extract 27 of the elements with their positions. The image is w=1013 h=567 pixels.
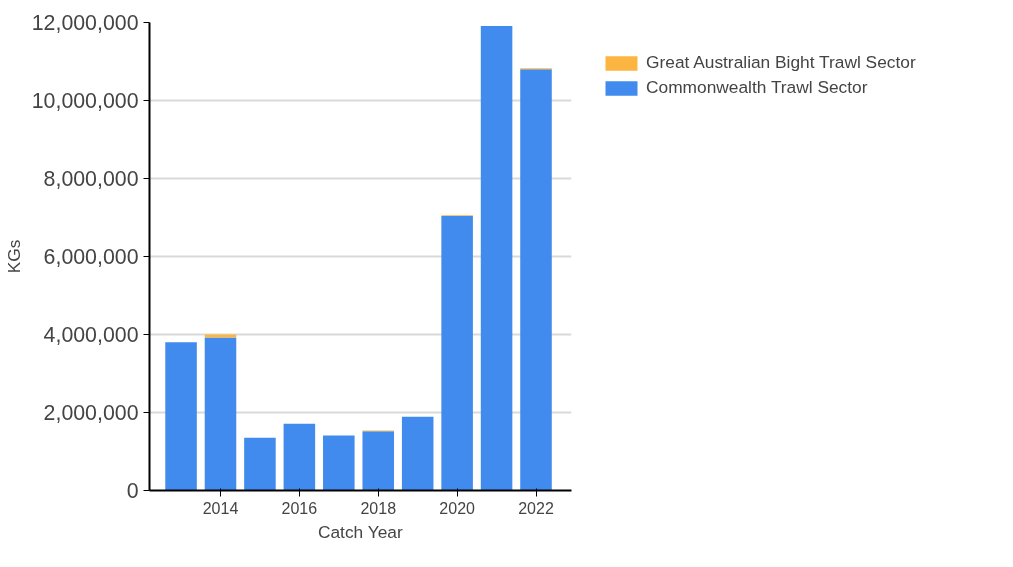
bar [401, 416, 434, 491]
x-axis-title: Catch Year [317, 521, 403, 542]
y-tick-label: 8,000,000 [43, 167, 139, 191]
legend-label: Commonwealth Trawl Sector [646, 77, 868, 98]
bar [441, 215, 473, 491]
x-tick-label: 2020 [439, 499, 476, 517]
bar [204, 334, 237, 338]
y-tick-label: 12,000,000 [31, 11, 139, 35]
bar [283, 423, 316, 491]
bar [480, 26, 513, 491]
bar [244, 437, 276, 491]
y-axis-title: KGs [3, 239, 24, 274]
x-tick-label: 2018 [360, 499, 397, 517]
x-tick-label: 2014 [202, 499, 239, 517]
bar [362, 431, 395, 491]
x-tick-label: 2022 [518, 499, 554, 517]
y-tick-label: 2,000,000 [43, 401, 139, 425]
bar [520, 69, 552, 491]
y-tick-label: 6,000,000 [43, 245, 139, 269]
bar [323, 435, 355, 491]
x-tick-label: 2016 [281, 499, 318, 517]
legend-label: Great Australian Bight Trawl Sector [646, 52, 916, 73]
y-tick-label: 4,000,000 [43, 323, 139, 347]
y-tick-label: 0 [126, 479, 139, 503]
y-tick-label: 10,000,000 [31, 89, 139, 113]
bar [204, 337, 237, 491]
bar [165, 342, 197, 491]
